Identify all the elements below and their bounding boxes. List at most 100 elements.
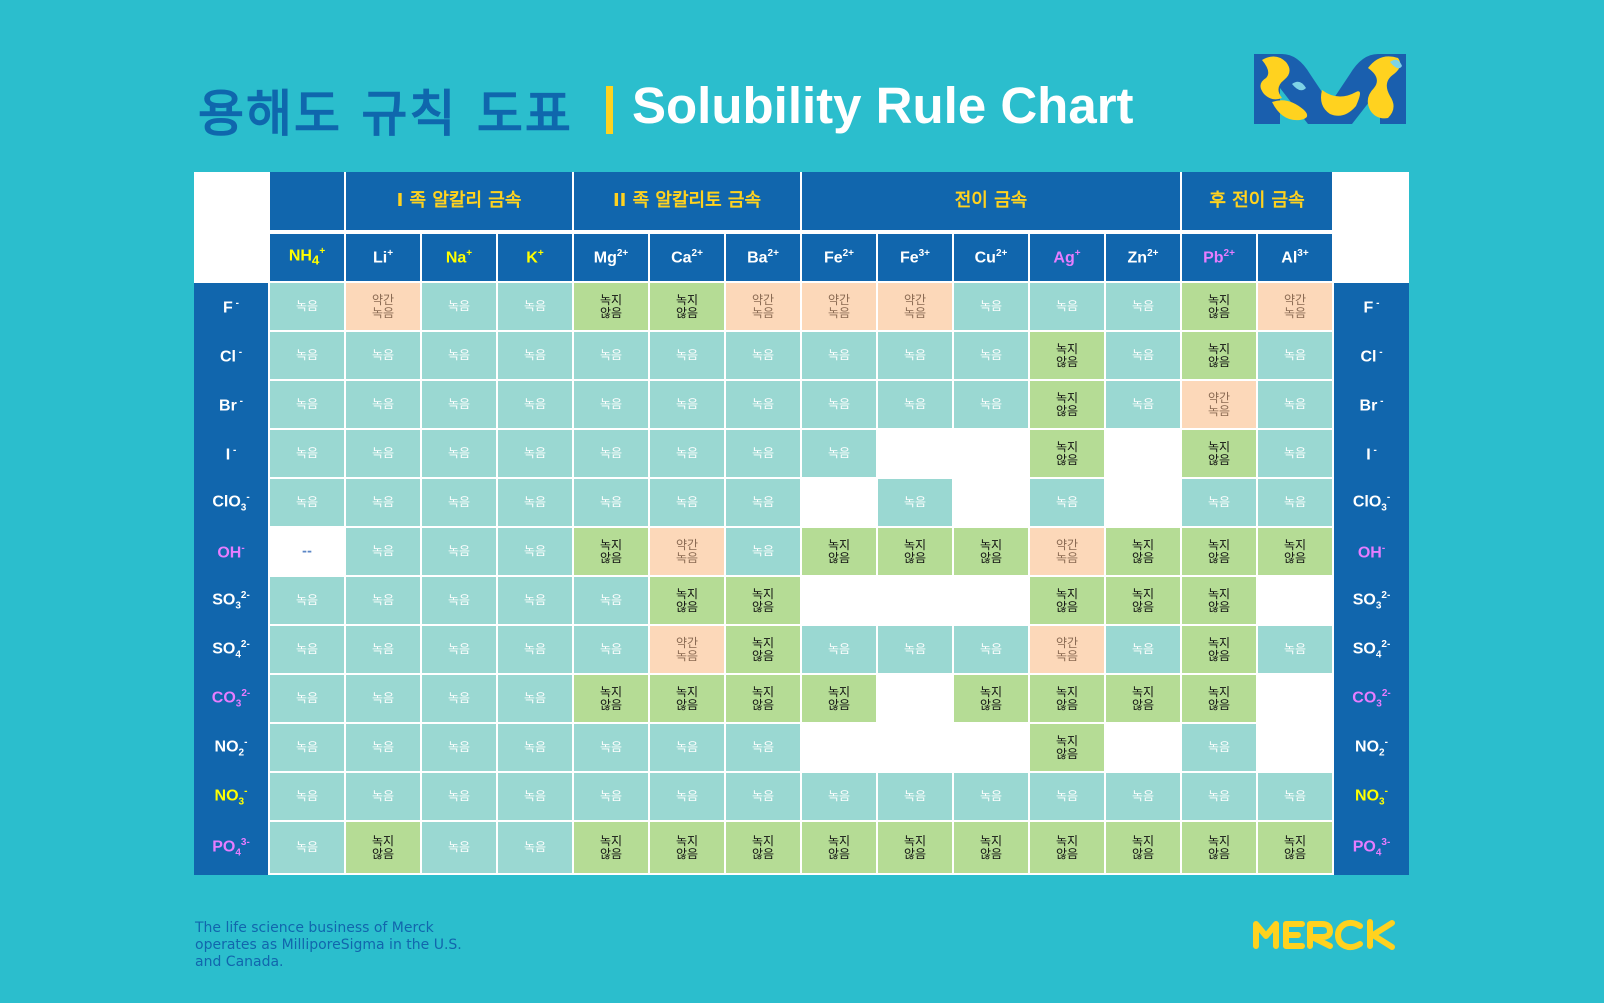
ion-subscript: 3	[240, 502, 247, 514]
ion-subscript: 3	[1381, 502, 1387, 514]
solubility-value: 녹지	[751, 635, 775, 650]
anion-label-right: CO32-	[1334, 675, 1409, 724]
solubility-value: 않음	[675, 697, 699, 712]
solubility-cell: 녹지 않음	[1030, 822, 1104, 873]
ion-subscript: 4	[235, 649, 241, 661]
solubility-value: 녹음	[751, 495, 775, 510]
solubility-cell: 녹지 않음	[1030, 675, 1104, 722]
ion-label: OH-	[1358, 542, 1386, 562]
ion-label: Na+	[446, 248, 472, 267]
solubility-cell: 녹지 않음	[726, 577, 800, 624]
solubility-value: 약간	[675, 635, 699, 650]
solubility-value: 녹음	[675, 397, 699, 412]
page-title-english: Solubility Rule Chart	[632, 77, 1134, 134]
solubility-cell: 녹음	[726, 773, 800, 820]
solubility-value: 녹지	[827, 537, 851, 552]
solubility-value: 약간	[903, 292, 927, 307]
solubility-cell: 녹지 않음	[574, 675, 648, 722]
solubility-value: 않음	[1207, 648, 1231, 663]
solubility-value: 녹음	[447, 544, 471, 559]
ion-label: NO2-	[1355, 737, 1388, 759]
solubility-value: 녹음	[371, 691, 395, 706]
cation-header: Ag+	[1030, 234, 1104, 281]
solubility-cell: 녹음	[270, 724, 344, 771]
solubility-cell: 녹지 않음	[1030, 724, 1104, 771]
solubility-value: 녹지	[751, 684, 775, 699]
solubility-cell: 녹음	[1106, 381, 1180, 428]
solubility-cell: 녹지 않음	[726, 822, 800, 873]
cation-header: Al3+	[1258, 234, 1332, 281]
solubility-value: 녹음	[295, 397, 319, 412]
solubility-cell: 약간 녹음	[1258, 283, 1332, 330]
ion-symbol: PO	[1352, 838, 1376, 856]
ion-label: Cl -	[1360, 347, 1382, 366]
ion-charge: -	[236, 395, 243, 407]
solubility-cell: 녹음	[1030, 479, 1104, 526]
solubility-value: 녹지	[979, 684, 1003, 699]
solubility-value: 약간	[1055, 537, 1079, 552]
cation-header: Ba2+	[726, 234, 800, 281]
solubility-value: 녹음	[1131, 397, 1155, 412]
solubility-value: 녹지	[1207, 684, 1231, 699]
solubility-cell: 녹음	[650, 773, 724, 820]
ion-charge: -	[1381, 542, 1386, 554]
ion-label: K+	[526, 248, 543, 267]
cation-header: Mg2+	[574, 234, 648, 281]
ion-symbol: ClO	[1352, 493, 1382, 511]
solubility-value: 녹음	[447, 642, 471, 657]
solubility-cell: 녹지 않음	[574, 528, 648, 575]
solubility-value: 않음	[1207, 550, 1231, 565]
ion-charge: 2+	[1147, 247, 1159, 259]
solubility-value: 녹음	[447, 593, 471, 608]
solubility-cell: 녹지 않음	[1182, 528, 1256, 575]
solubility-value: 녹음	[295, 691, 319, 706]
ion-symbol: NO	[214, 738, 239, 756]
solubility-value: 녹음	[1283, 642, 1307, 657]
ion-symbol: Al	[1281, 249, 1298, 267]
solubility-value: 녹음	[751, 446, 775, 461]
anion-label-right: NO3-	[1334, 773, 1409, 822]
solubility-value: 않음	[979, 697, 1003, 712]
ion-charge: 3-	[240, 836, 250, 848]
solubility-cell: 약간 녹음	[726, 283, 800, 330]
solubility-cell: 녹지 않음	[1258, 528, 1332, 575]
solubility-value: 녹음	[979, 642, 1003, 657]
solubility-value: 약간	[1207, 390, 1231, 405]
solubility-value: 녹음	[447, 495, 471, 510]
anion-label-left: Cl -	[194, 332, 268, 381]
solubility-value: 녹지	[599, 537, 623, 552]
group-header-3: 전이 금속	[802, 172, 1180, 230]
solubility-value: 녹지	[1207, 586, 1231, 601]
ion-label: Ca2+	[671, 248, 703, 267]
ion-charge: -	[1384, 785, 1388, 797]
ion-label: SO42-	[1353, 639, 1391, 661]
ion-charge: 2-	[240, 638, 250, 650]
solubility-cell: 녹음	[346, 332, 420, 379]
solubility-value: 약간	[371, 292, 395, 307]
solubility-cell: 녹지 않음	[726, 626, 800, 673]
solubility-value: 녹음	[295, 299, 319, 314]
solubility-cell: 녹지 않음	[1182, 675, 1256, 722]
ion-label: NO2-	[214, 737, 248, 759]
solubility-value: 녹지	[1283, 537, 1307, 552]
title-divider	[606, 86, 613, 134]
ion-charge: +	[387, 247, 394, 259]
solubility-cell: 녹음	[422, 724, 496, 771]
ion-charge: 2+	[1223, 247, 1235, 259]
ion-label: SO32-	[1353, 589, 1391, 612]
solubility-value: 않음	[1055, 746, 1079, 761]
solubility-cell: 녹음	[422, 822, 496, 873]
solubility-value: 녹지	[1055, 833, 1079, 848]
ion-charge: 2-	[1381, 589, 1391, 601]
ion-symbol: Cl	[219, 348, 236, 366]
ion-symbol: F	[223, 299, 233, 317]
ion-charge: -	[232, 297, 239, 309]
solubility-cell: --	[270, 528, 344, 575]
solubility-value: 녹음	[827, 642, 851, 657]
solubility-cell: 녹음	[346, 479, 420, 526]
solubility-cell: 녹음	[270, 675, 344, 722]
solubility-cell: 녹음	[1030, 283, 1104, 330]
anion-label-left: NO2-	[194, 724, 268, 773]
solubility-value: 녹음	[599, 593, 623, 608]
solubility-cell: 녹음	[498, 773, 572, 820]
